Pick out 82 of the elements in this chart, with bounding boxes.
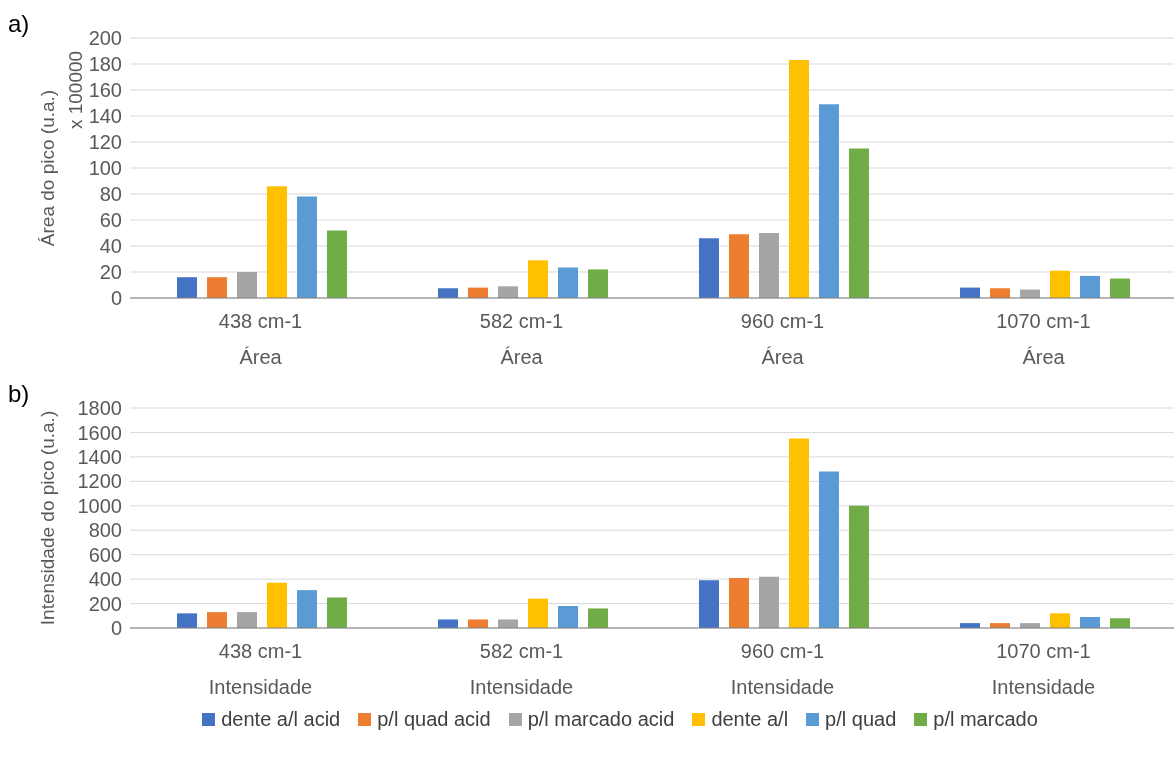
bar [818, 471, 839, 628]
legend-label: dente a/l [711, 708, 789, 731]
y-tick-label: 80 [99, 183, 122, 206]
y-tick-label: 100 [88, 157, 122, 180]
bar [1109, 618, 1130, 628]
y-tick-label: 800 [88, 519, 122, 542]
x-tick-label: 1070 cm-1 Área [996, 310, 1091, 368]
y-tick-label: 1200 [77, 470, 122, 493]
bar [728, 234, 749, 298]
bar [497, 286, 518, 298]
bar [1079, 275, 1100, 298]
bar [989, 288, 1010, 298]
bar [788, 60, 809, 298]
bar [296, 590, 317, 628]
text: b) [8, 380, 30, 408]
text: a) [8, 10, 30, 38]
bar [527, 598, 548, 628]
y-axis-title: Área do pico (u.a.) [37, 89, 59, 247]
bar [788, 438, 809, 628]
bar [728, 577, 749, 628]
y-tick-label: 200 [88, 592, 122, 615]
legend-label: p/l quad [825, 708, 897, 731]
bar [557, 606, 578, 628]
bar [587, 269, 608, 298]
y-tick-label: 1800 [77, 397, 122, 420]
y-tick-label: 120 [88, 131, 122, 154]
legend-label: p/l marcado acid [527, 708, 675, 731]
bar [698, 580, 719, 628]
x-tick-label: 960 cm-1 Intensidade [730, 640, 835, 698]
bar [206, 612, 227, 628]
bar [497, 619, 518, 628]
bar [467, 619, 488, 628]
y-tick-label: 20 [99, 261, 122, 284]
y-tick-label: 600 [88, 543, 122, 566]
y-tick-label: 400 [88, 568, 122, 591]
legend-label: dente a/l acid [221, 708, 341, 731]
bar [758, 576, 779, 628]
y-tick-label: 200 [88, 27, 122, 50]
bar [206, 277, 227, 298]
bar [437, 619, 458, 628]
y-tick-label: 140 [88, 105, 122, 128]
bar [236, 272, 257, 298]
x-tick-label: 960 cm-1 Área [740, 310, 825, 368]
x-tick-label: 1070 cm-1 Intensidade [991, 640, 1096, 698]
legend-label: p/l quad acid [377, 708, 491, 731]
x-tick-label: 582 cm-1 Área [479, 310, 564, 368]
x-tick-label: 582 cm-1 Intensidade [469, 640, 574, 698]
bar [326, 597, 347, 628]
y-tick-label: 1600 [77, 421, 122, 444]
bar [527, 260, 548, 298]
bar [758, 233, 779, 298]
y-tick-label: 0 [110, 617, 122, 640]
y-tick-label: 1000 [77, 494, 122, 517]
bar [587, 608, 608, 628]
y-tick-label: 180 [88, 53, 122, 76]
bar [266, 186, 287, 298]
bar [236, 612, 257, 628]
bar [698, 238, 719, 298]
y-tick-label: 0 [110, 287, 122, 310]
bar [266, 582, 287, 628]
legend-label: p/l marcado [933, 708, 1038, 731]
bar [176, 613, 197, 628]
x-tick-label: 438 cm-1 Intensidade [208, 640, 313, 698]
y-tick-label: 160 [88, 79, 122, 102]
bar [326, 230, 347, 298]
y-tick-label: 40 [99, 235, 122, 258]
bar [848, 148, 869, 298]
text: x 100000 [65, 50, 87, 130]
bar [1109, 278, 1130, 298]
bar [176, 277, 197, 298]
bar [818, 104, 839, 298]
bar [848, 505, 869, 628]
x-tick-label: 438 cm-1 Área [218, 310, 303, 368]
y-tick-label: 1400 [77, 445, 122, 468]
y-axis-title: Intensidade do pico (u.a.) [37, 410, 59, 626]
bar [296, 196, 317, 298]
bar [1079, 617, 1100, 628]
y-tick-label: 60 [99, 209, 122, 232]
bar [1049, 613, 1070, 628]
bar [1049, 270, 1070, 298]
bar [437, 288, 458, 298]
bar [557, 267, 578, 298]
